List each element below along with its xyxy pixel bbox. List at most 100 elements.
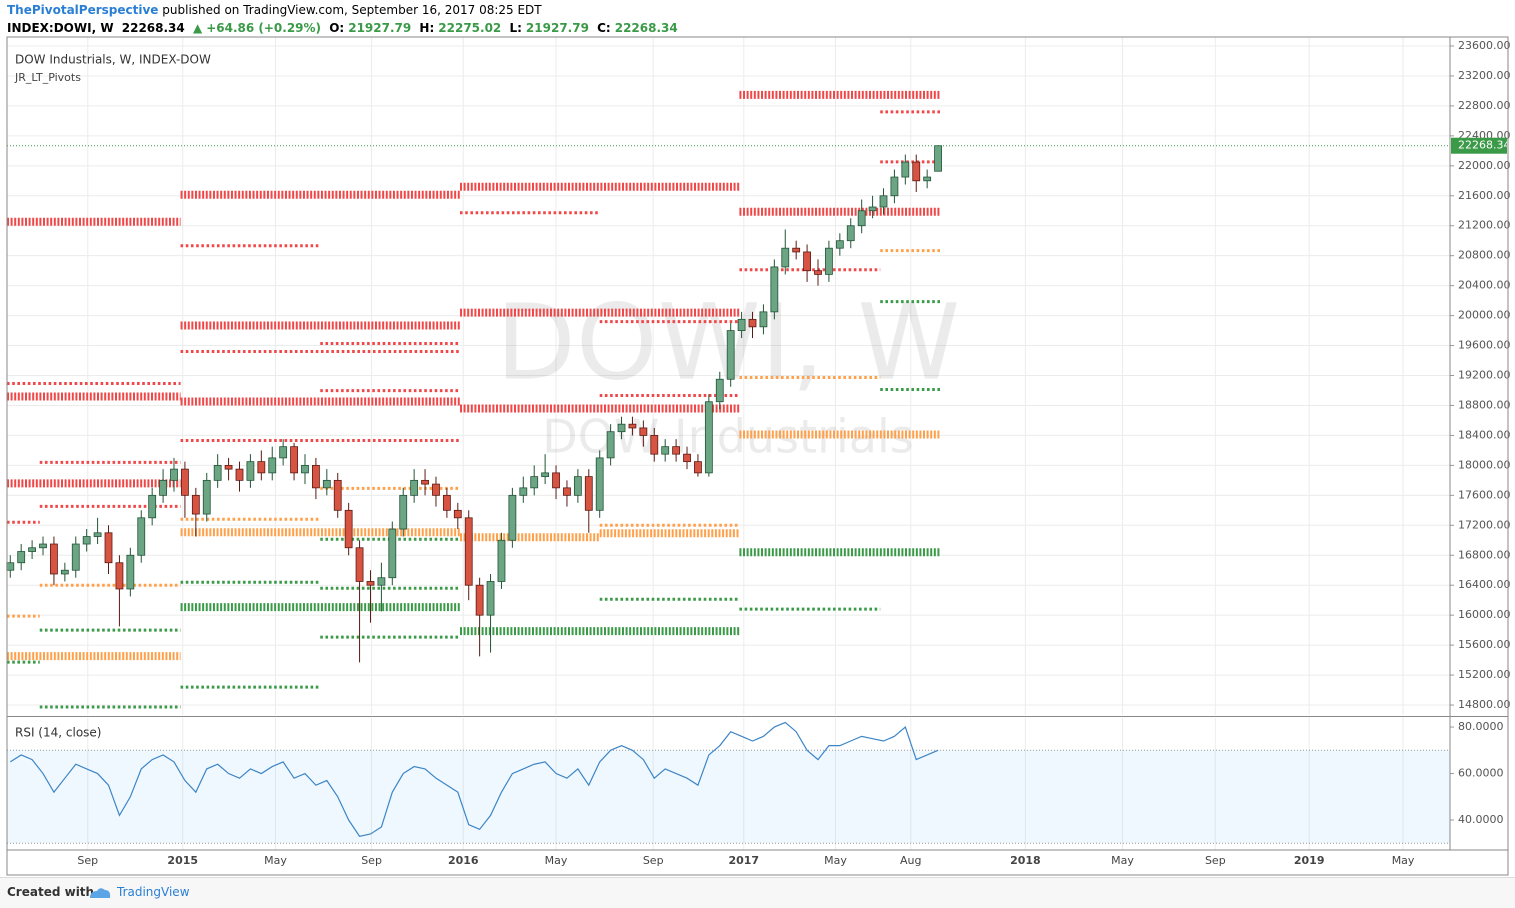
candle-body: [519, 487, 528, 496]
candle-body: [191, 494, 200, 515]
candle-body: [322, 479, 331, 489]
candle-body: [224, 464, 233, 470]
chart-title: DOW Industrials, W, INDEX-DOW: [15, 53, 211, 67]
candle-body: [421, 479, 429, 485]
candle-body: [475, 584, 484, 616]
candle-body: [170, 468, 178, 481]
chart: Sep 2015 May Sep 2016 May Sep 2017 May Aug 2018 May…: [6, 36, 1511, 876]
rsi-line: [9, 721, 939, 837]
close: 22268.34: [614, 21, 678, 35]
y-tick-label: 21600.00: [1458, 189, 1511, 202]
candle-body: [628, 423, 637, 429]
candle-body: [650, 435, 659, 455]
candle-body: [781, 247, 790, 268]
y-tick-label: 15600.00: [1458, 638, 1511, 651]
candle-body: [464, 517, 473, 586]
x-tick-label: May: [824, 854, 847, 867]
y-tick-label: 60.0000: [1458, 767, 1504, 780]
candle-body: [825, 247, 833, 275]
candle-body: [792, 247, 801, 253]
candle-body: [137, 517, 146, 556]
candle-body: [879, 195, 888, 208]
y-tick-label: 14800.00: [1458, 698, 1511, 711]
candle-body: [28, 547, 37, 552]
y-tick-label: 22800.00: [1458, 99, 1511, 112]
x-tick-label: May: [1392, 854, 1415, 867]
x-tick-label: 2016: [448, 854, 479, 867]
rsi-title: RSI (14, close): [15, 726, 101, 740]
c-label: C:: [597, 21, 611, 35]
candle-body: [497, 539, 506, 582]
candle-body: [835, 240, 844, 249]
candle-body: [344, 509, 353, 549]
candle-body: [814, 270, 822, 275]
low: 21927.79: [525, 21, 589, 35]
candle-body: [694, 461, 702, 474]
x-tick-label: Sep: [1205, 854, 1226, 867]
candle-body: [257, 461, 266, 474]
y-tick-label: 80.0000: [1458, 720, 1504, 733]
y-tick-label: 20400.00: [1458, 279, 1511, 292]
author[interactable]: ThePivotalPerspective: [7, 3, 159, 17]
y-tick-label: 15200.00: [1458, 668, 1511, 681]
x-tick-label: 2019: [1294, 854, 1325, 867]
x-tick-label: May: [545, 854, 568, 867]
y-tick-label: 16000.00: [1458, 608, 1511, 621]
candle-body: [770, 266, 779, 313]
brand[interactable]: TradingView: [117, 885, 190, 899]
y-tick-label: 16400.00: [1458, 578, 1511, 591]
x-tick-label: Sep: [643, 854, 664, 867]
y-tick-label: 17600.00: [1458, 488, 1511, 501]
candle-body: [268, 457, 277, 474]
price-tag: [1451, 137, 1507, 154]
y-tick-label: 18000.00: [1458, 458, 1511, 471]
candle-body: [442, 494, 451, 511]
candle-body: [148, 494, 157, 519]
y-tick-label: 16800.00: [1458, 548, 1511, 561]
change: +64.86 (+0.29%): [206, 21, 322, 35]
candle-body: [606, 431, 615, 459]
candle-body: [71, 543, 80, 571]
candle-body: [202, 479, 211, 515]
candle-body: [541, 472, 550, 478]
y-tick-label: 19600.00: [1458, 339, 1511, 352]
candle-body: [213, 464, 222, 481]
price-tag-label: 22268.34: [1458, 139, 1511, 152]
candle-body: [846, 225, 855, 242]
candle-body: [39, 543, 47, 549]
candle-body: [563, 487, 571, 496]
candle-body: [312, 464, 320, 489]
rsi-band: [7, 750, 1450, 844]
y-tick-label: 17200.00: [1458, 518, 1511, 531]
x-tick-label: May: [264, 854, 287, 867]
candle-body: [934, 145, 942, 172]
candle-body: [584, 476, 593, 511]
candle-body: [246, 461, 255, 481]
candle-body: [726, 330, 735, 380]
last-price: 22268.34: [121, 21, 185, 35]
candle-body: [93, 532, 102, 537]
ohlc-line: INDEX:DOWI, W 22268.34 ▲ +64.86 (+0.29%) …: [7, 21, 682, 35]
y-tick-label: 23600.00: [1458, 39, 1511, 52]
logo: [90, 888, 111, 898]
candle-body: [6, 562, 15, 571]
candle-body: [672, 446, 681, 455]
candle-body: [301, 464, 309, 474]
candle-body: [857, 210, 866, 227]
y-tick-label: 40.0000: [1458, 813, 1504, 826]
candle-body: [868, 206, 877, 212]
x-tick-label: 2018: [1010, 854, 1041, 867]
candle-body: [901, 161, 910, 178]
candle-body: [399, 494, 408, 530]
open: 21927.79: [348, 21, 412, 35]
candle-body: [552, 472, 560, 489]
x-tick-label: Aug: [900, 854, 921, 867]
l-label: L:: [509, 21, 522, 35]
candle-body: [115, 562, 124, 590]
candle-body: [181, 468, 189, 496]
candle-body: [410, 479, 419, 496]
candle-body: [126, 554, 135, 590]
y-tick-label: 19200.00: [1458, 369, 1511, 382]
y-tick-label: 20800.00: [1458, 249, 1511, 262]
